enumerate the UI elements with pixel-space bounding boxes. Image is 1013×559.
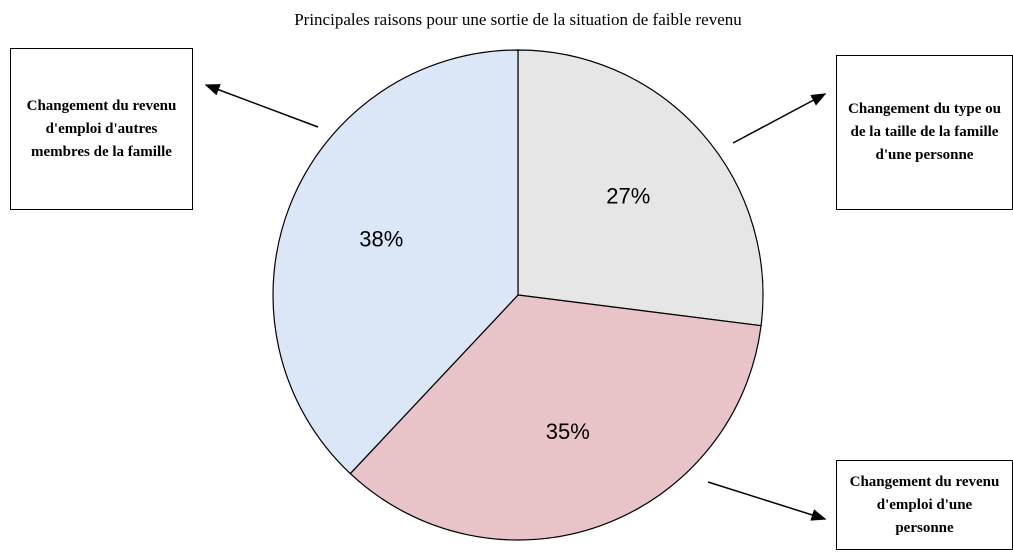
pie-slice: [272, 49, 519, 475]
pie-slice: [517, 49, 764, 327]
arrow: [707, 481, 827, 521]
data-label: 27%: [606, 184, 650, 209]
legend-box: Changement du revenu d'emploi d'autres m…: [10, 48, 193, 210]
legend-box: Changement du type ou de la taille de la…: [836, 55, 1013, 210]
chart-title: Principales raisons pour une sortie de l…: [294, 10, 742, 29]
arrow: [204, 84, 319, 128]
arrow: [732, 93, 827, 144]
pie-slice: [349, 294, 762, 541]
data-label: 38%: [359, 227, 403, 252]
data-label: 35%: [546, 419, 590, 444]
legend-box: Changement du revenu d'emploi d'une pers…: [836, 460, 1013, 550]
